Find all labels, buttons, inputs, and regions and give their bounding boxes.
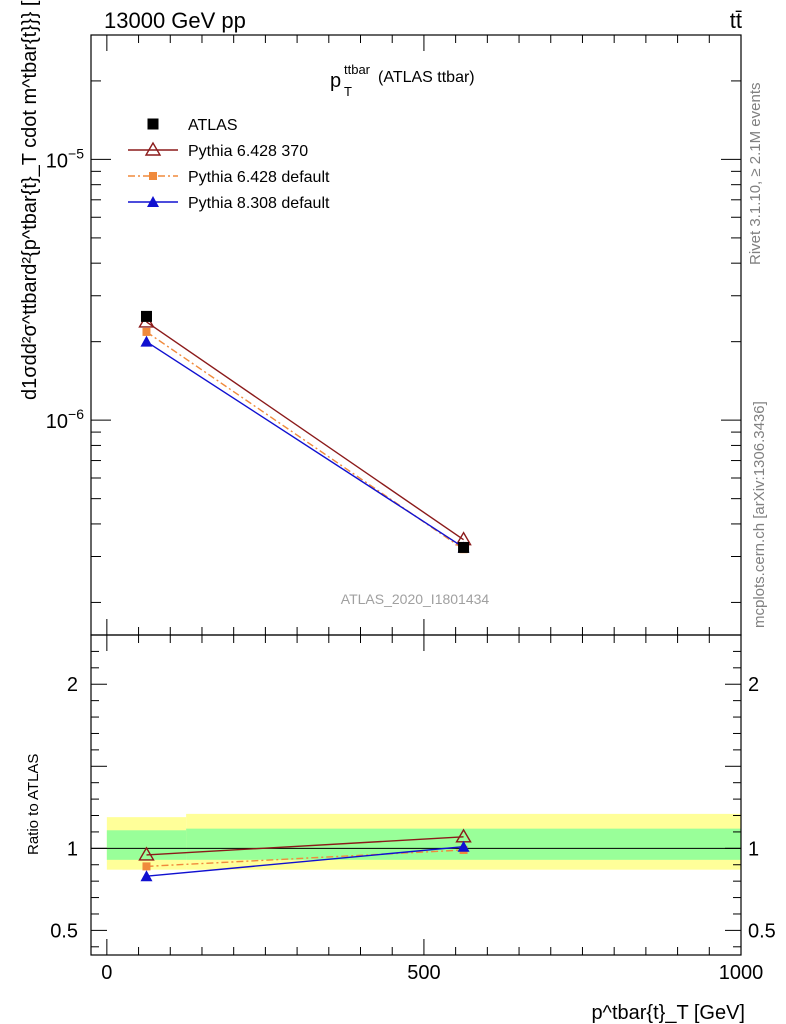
svg-text:p: p <box>330 70 341 92</box>
svg-text:ttbar: ttbar <box>344 62 371 77</box>
ratio-uncertainty-bands <box>91 813 741 870</box>
ratio-y-tick-label-right: 2 <box>748 674 759 696</box>
plot-title: p ttbar T (ATLAS ttbar) <box>330 62 475 99</box>
ratio-band-green <box>106 830 187 860</box>
legend-marker-atlas <box>147 118 159 130</box>
ratio-point-pythia-6-428-default <box>142 862 151 871</box>
ratio-y-tick-label: 1 <box>67 838 78 860</box>
legend-label-pythia-6-428-370: Pythia 6.428 370 <box>188 143 308 160</box>
series-line-pythia-6-428-370 <box>146 321 464 541</box>
data-point-atlas <box>140 310 152 322</box>
legend-marker-pythia-6-428-370 <box>144 141 162 156</box>
ratio-point-pythia-8-308-default <box>140 870 153 882</box>
ratio-point-pythia-8-308-default <box>457 840 470 852</box>
process-label: tt̄ <box>730 8 742 33</box>
energy-label: 13000 GeV pp <box>104 8 246 33</box>
y-tick-label: 10−5 <box>46 145 84 172</box>
legend-marker-pythia-6-428-default <box>149 172 157 180</box>
y-tick-label: 10−6 <box>46 406 84 433</box>
legend-label-atlas: ATLAS <box>188 117 238 134</box>
ratio-line-pythia-8-308-default <box>146 845 464 877</box>
x-tick-label: 0 <box>101 962 112 984</box>
ratio-line-pythia-6-428-370 <box>146 836 464 856</box>
ratio-y-tick-label: 2 <box>67 674 78 696</box>
svg-text:d1σdd²σ^ttbard²{p^tbar{t}_T cd: d1σdd²σ^ttbard²{p^tbar{t}_T cdot m^tbar{… <box>19 0 41 400</box>
ratio-y-tick-label: 0.5 <box>50 920 78 942</box>
svg-text:(ATLAS ttbar): (ATLAS ttbar) <box>378 69 475 86</box>
data-point-atlas <box>458 541 470 553</box>
y-axis-label: d1σdd²σ^ttbard²{p^tbar{t}_T cdot m^tbar{… <box>19 0 41 400</box>
svg-text:T: T <box>344 84 352 99</box>
legend-marker-pythia-8-308-default <box>147 196 159 207</box>
axis-ticks: 0 500 1000 10−5 10−6 0.5 0.5 1 1 2 2 <box>46 35 776 984</box>
ratio-point-pythia-6-428-370 <box>138 846 155 861</box>
legend: ATLAS Pythia 6.428 370 Pythia 6.428 defaul… <box>128 117 330 212</box>
data-point-pythia-8-308-default <box>140 335 153 347</box>
data-point-pythia-6-428-default <box>142 327 151 336</box>
analysis-watermark: ATLAS_2020_I1801434 <box>341 591 490 607</box>
x-tick-label: 1000 <box>719 962 764 984</box>
ratio-y-tick-label-right: 0.5 <box>748 920 776 942</box>
x-tick-label: 500 <box>407 962 440 984</box>
legend-label-pythia-8-308-default: Pythia 8.308 default <box>188 195 330 212</box>
x-axis-label: p^tbar{t}_T [GeV] <box>591 1002 745 1024</box>
rivet-label: Rivet 3.1.10, ≥ 2.1M events <box>747 83 764 266</box>
ratio-series <box>138 828 472 882</box>
ratio-y-tick-label-right: 1 <box>748 838 759 860</box>
mcplots-label: mcplots.cern.ch [arXiv:1306.3436] <box>751 401 768 628</box>
ratio-y-axis-label: Ratio to ATLAS <box>25 754 42 855</box>
series-line-pythia-8-308-default <box>146 341 464 549</box>
main-series <box>138 310 472 554</box>
ratio-plot-frame <box>90 634 742 956</box>
legend-label-pythia-6-428-default: Pythia 6.428 default <box>188 169 330 186</box>
